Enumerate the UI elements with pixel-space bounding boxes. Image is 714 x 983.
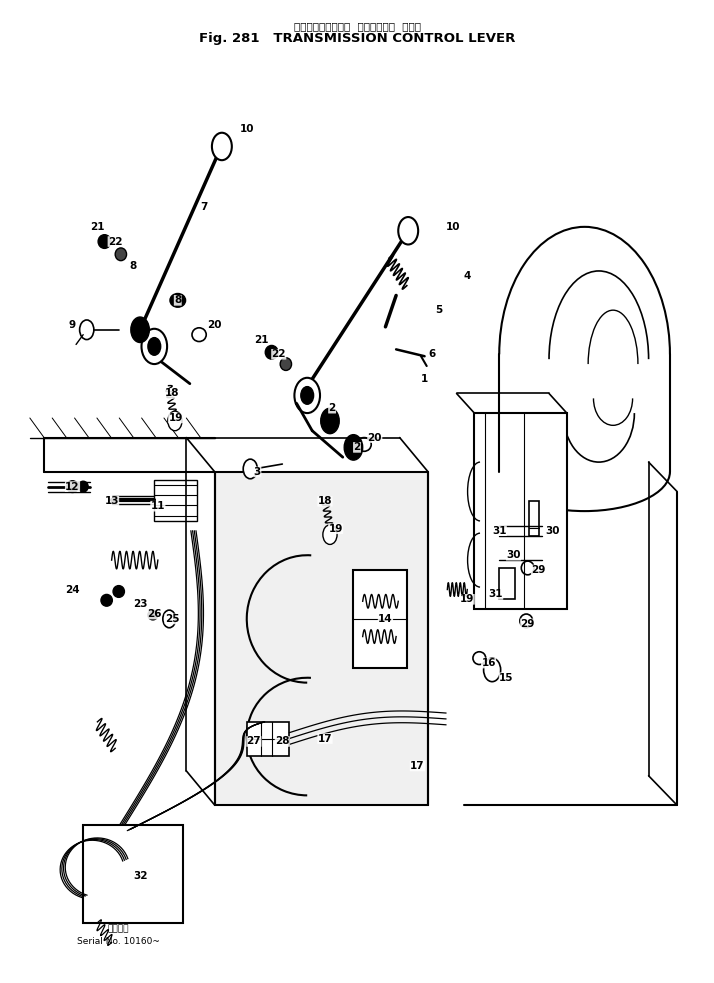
Bar xyxy=(247,722,289,756)
Text: 32: 32 xyxy=(133,871,147,881)
Circle shape xyxy=(321,408,339,434)
Circle shape xyxy=(163,610,176,628)
Circle shape xyxy=(168,411,182,431)
Text: 8: 8 xyxy=(174,295,181,306)
Text: 31: 31 xyxy=(488,590,503,600)
Ellipse shape xyxy=(521,561,534,575)
Polygon shape xyxy=(215,472,428,805)
Text: 30: 30 xyxy=(545,526,560,536)
Bar xyxy=(154,480,197,521)
Ellipse shape xyxy=(113,586,124,598)
Ellipse shape xyxy=(473,652,486,665)
Circle shape xyxy=(131,318,149,342)
Text: 16: 16 xyxy=(481,658,496,668)
Text: 28: 28 xyxy=(275,736,290,746)
Ellipse shape xyxy=(280,358,291,371)
Text: 15: 15 xyxy=(499,672,513,683)
Circle shape xyxy=(323,525,337,545)
Text: 19: 19 xyxy=(460,595,474,605)
Ellipse shape xyxy=(67,481,79,492)
Text: 1: 1 xyxy=(421,374,428,383)
Text: 25: 25 xyxy=(165,614,179,624)
Circle shape xyxy=(80,319,94,339)
Bar xyxy=(499,568,515,600)
Text: 20: 20 xyxy=(368,433,382,442)
Text: 10: 10 xyxy=(239,124,254,134)
Ellipse shape xyxy=(357,437,371,451)
Text: トランスミッション  コントロール  レバー: トランスミッション コントロール レバー xyxy=(293,21,421,31)
Text: 21: 21 xyxy=(90,222,105,232)
Text: 17: 17 xyxy=(318,733,332,743)
Ellipse shape xyxy=(148,610,158,620)
Ellipse shape xyxy=(520,614,533,628)
Bar xyxy=(474,413,567,609)
Text: 適用範囲: 適用範囲 xyxy=(108,925,129,934)
Circle shape xyxy=(301,386,313,404)
Text: 13: 13 xyxy=(104,496,119,506)
Text: 9: 9 xyxy=(69,319,76,330)
Ellipse shape xyxy=(192,327,206,341)
Text: 6: 6 xyxy=(428,349,436,359)
Text: 5: 5 xyxy=(435,305,443,316)
Ellipse shape xyxy=(79,482,88,492)
Circle shape xyxy=(344,434,363,460)
Text: 26: 26 xyxy=(147,609,161,619)
Text: 10: 10 xyxy=(446,222,461,232)
Text: 3: 3 xyxy=(253,467,261,477)
Text: 27: 27 xyxy=(246,736,261,746)
Text: 29: 29 xyxy=(531,565,545,575)
Ellipse shape xyxy=(266,345,278,359)
Circle shape xyxy=(483,659,501,681)
Ellipse shape xyxy=(98,235,111,249)
Text: 7: 7 xyxy=(201,202,208,212)
Text: 19: 19 xyxy=(328,524,343,534)
Text: 18: 18 xyxy=(318,496,332,506)
Circle shape xyxy=(294,377,320,413)
Text: 19: 19 xyxy=(169,413,183,423)
Text: 2: 2 xyxy=(328,403,336,413)
Text: 18: 18 xyxy=(165,388,179,398)
Text: 30: 30 xyxy=(506,550,521,560)
Circle shape xyxy=(398,217,418,245)
Text: 17: 17 xyxy=(410,761,425,771)
Ellipse shape xyxy=(170,294,186,308)
Text: 22: 22 xyxy=(108,237,122,247)
Text: 23: 23 xyxy=(133,600,147,609)
Circle shape xyxy=(212,133,232,160)
Bar xyxy=(529,501,539,536)
Text: 14: 14 xyxy=(378,614,393,624)
Bar xyxy=(83,825,183,923)
Text: Fig. 281   TRANSMISSION CONTROL LEVER: Fig. 281 TRANSMISSION CONTROL LEVER xyxy=(198,31,516,45)
Text: 8: 8 xyxy=(129,261,136,271)
Circle shape xyxy=(243,459,258,479)
Circle shape xyxy=(141,328,167,364)
Text: 2: 2 xyxy=(353,442,361,452)
Text: 11: 11 xyxy=(151,501,165,511)
Text: 4: 4 xyxy=(463,271,471,281)
Text: 21: 21 xyxy=(253,334,268,345)
Ellipse shape xyxy=(115,248,126,260)
Bar xyxy=(353,570,407,667)
Text: 12: 12 xyxy=(65,482,80,492)
Text: 24: 24 xyxy=(65,585,80,595)
Text: 29: 29 xyxy=(521,619,535,629)
Text: Serial No. 10160~: Serial No. 10160~ xyxy=(77,937,160,946)
Text: 31: 31 xyxy=(492,526,506,536)
Text: 20: 20 xyxy=(208,319,222,330)
Ellipse shape xyxy=(101,595,112,607)
Text: 22: 22 xyxy=(271,349,286,359)
Circle shape xyxy=(148,337,161,355)
